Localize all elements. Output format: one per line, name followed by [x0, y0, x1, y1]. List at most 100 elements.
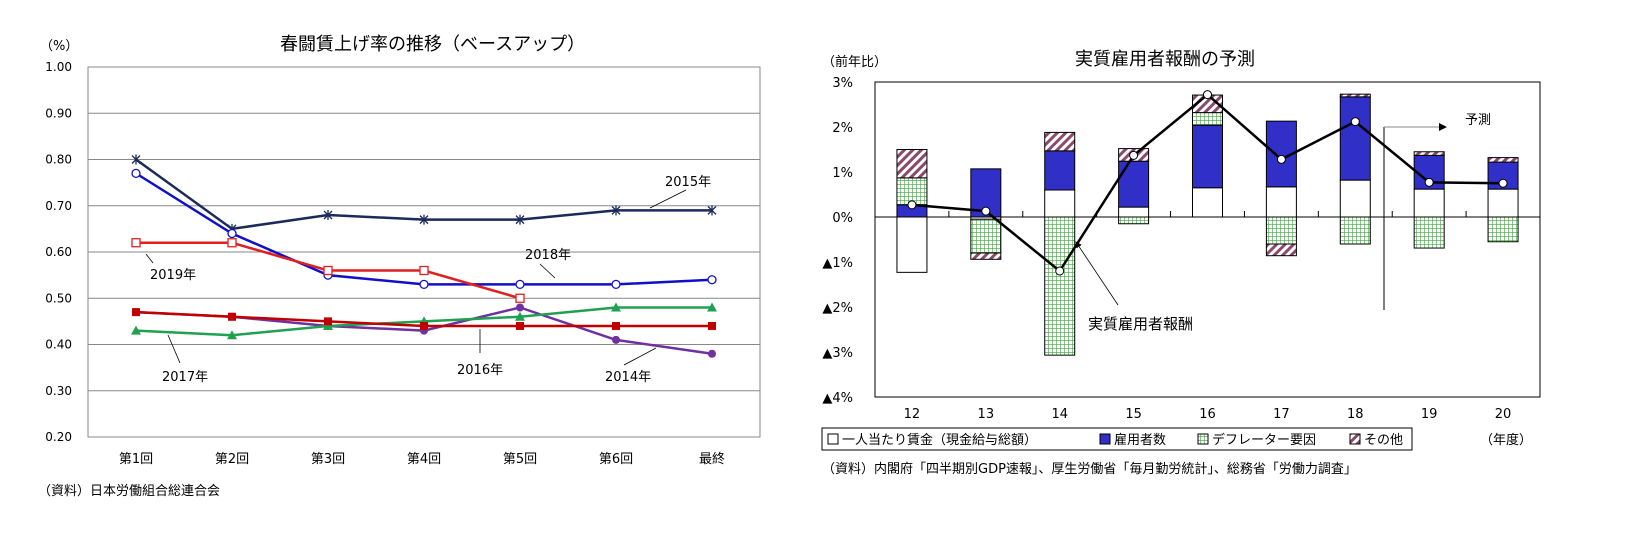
real-compensation-point	[981, 206, 991, 216]
data-point-square	[515, 293, 525, 303]
real-compensation-point	[1424, 177, 1434, 187]
data-point-square	[708, 322, 716, 330]
right-x-tick-label: 15	[1125, 407, 1142, 422]
left-y-tick-label: 0.80	[45, 153, 72, 167]
data-point-circle	[227, 228, 237, 239]
data-point-square	[419, 265, 429, 276]
series-label-5: 2016年	[457, 363, 503, 378]
series-label-1: 2018年	[525, 248, 571, 263]
right-y-tick-label: ▲2%	[822, 301, 853, 316]
data-point-square	[324, 317, 332, 326]
right-y-tick-label: ▲1%	[822, 256, 853, 271]
right-x-axis-label: （年度）	[1480, 432, 1532, 448]
annotation-arrow	[1075, 241, 1119, 306]
data-point-triangle	[515, 311, 525, 321]
data-point-star	[611, 205, 621, 216]
left-y-tick-label: 1.00	[45, 60, 72, 74]
left-chart-title: 春闘賃上げ率の推移（ベースアップ）	[280, 34, 585, 55]
bar-segment-0	[896, 216, 928, 273]
left-y-tick-label: 0.90	[45, 106, 72, 120]
bar-segment-2	[1339, 216, 1371, 245]
bar-segment-3	[1487, 157, 1519, 163]
leader-line	[539, 263, 556, 279]
data-point-circle	[612, 335, 620, 344]
left-plot-area	[87, 66, 761, 438]
right-y-tick-label: ▲3%	[822, 346, 853, 361]
right-y-tick-label: 1%	[832, 166, 853, 181]
left-y-tick-label: 0.20	[45, 430, 72, 444]
leader-line	[649, 189, 687, 209]
bar-segment-0	[1413, 188, 1445, 218]
right-x-tick-label: 13	[978, 407, 995, 422]
data-point-triangle	[227, 330, 237, 340]
data-point-circle	[515, 279, 525, 290]
right-y-tick-label: 0%	[832, 211, 853, 226]
legend-label-0: 一人当たり賃金（現金給与総額）	[842, 432, 1037, 448]
bar-segment-3	[1413, 151, 1445, 156]
bar-segment-2	[1044, 216, 1076, 356]
series-label-0: 2015年	[665, 175, 711, 190]
legend-label-1: 雇用者数	[1114, 432, 1166, 448]
bar-segment-2	[1118, 216, 1150, 225]
data-point-square	[612, 322, 620, 330]
data-point-square	[132, 308, 140, 317]
data-point-square	[516, 322, 524, 330]
bar-segment-1	[1118, 160, 1150, 208]
series-label-2: 2019年	[150, 268, 196, 283]
bar-segment-0	[1118, 206, 1150, 218]
data-point-square	[323, 265, 333, 276]
bar-segment-2	[1487, 216, 1519, 243]
left-y-tick-label: 0.50	[45, 291, 72, 305]
data-point-circle	[707, 275, 717, 285]
data-point-triangle	[131, 325, 141, 335]
left-y-tick-label: 0.40	[45, 338, 72, 352]
left-x-tick-label: 第4回	[407, 452, 441, 467]
series-label-4: 2017年	[162, 370, 208, 385]
bar-segment-2	[1265, 216, 1297, 245]
real-compensation-point	[1498, 178, 1508, 188]
real-compensation-point	[1129, 150, 1139, 160]
right-x-tick-label: 14	[1051, 407, 1068, 422]
bar-segment-0	[1339, 179, 1371, 218]
leader-line	[167, 334, 181, 364]
legend-swatch-0	[827, 433, 839, 445]
left-x-tick-label: 第1回	[119, 452, 153, 467]
leader-line	[145, 253, 154, 264]
series-label-3: 2014年	[605, 370, 651, 385]
left-x-tick-label: 第6回	[599, 452, 633, 467]
data-point-circle	[516, 303, 524, 312]
bar-segment-0	[1487, 188, 1519, 218]
right-x-tick-label: 20	[1495, 407, 1512, 422]
data-point-star	[323, 210, 333, 220]
real-compensation-point	[1276, 154, 1286, 164]
legend-swatch-1	[1099, 433, 1111, 445]
right-y-tick-label: 2%	[832, 121, 853, 136]
forecast-label: 予測	[1465, 113, 1491, 128]
left-x-tick-label: 第2回	[215, 452, 249, 467]
data-point-circle	[708, 349, 716, 358]
real-compensation-point	[1203, 90, 1212, 100]
bar-segment-1	[1192, 124, 1223, 189]
data-point-square	[227, 238, 237, 248]
right-x-tick-label: 17	[1273, 407, 1290, 422]
bar-segment-0	[1044, 189, 1076, 218]
right-y-axis-label: （前年比）	[822, 54, 887, 70]
left-source-note: （資料）日本労働組合総連合会	[38, 484, 220, 499]
bar-segment-2	[1413, 216, 1445, 249]
legend-swatch-2	[1197, 433, 1209, 445]
left-y-tick-label: 0.30	[45, 384, 72, 398]
right-y-tick-label: 3%	[832, 76, 853, 91]
right-chart-title: 実質雇用者報酬の予測	[1075, 49, 1255, 70]
data-point-star	[131, 154, 141, 165]
right-source-note: （資料）内閣府「四半期別GDP速報」、厚生労働省「毎月勤労統計」、総務省「労働力…	[822, 461, 1357, 477]
bar-segment-3	[1339, 93, 1371, 98]
bar-segment-2	[1192, 112, 1223, 126]
bar-segment-1	[1044, 150, 1076, 191]
data-point-triangle	[707, 302, 717, 312]
legend-swatch-3	[1349, 433, 1361, 445]
right-x-tick-label: 19	[1421, 407, 1438, 422]
left-y-tick-label: 0.70	[45, 199, 72, 213]
data-point-circle	[131, 168, 141, 179]
data-point-square	[420, 322, 428, 330]
bar-segment-3	[970, 252, 1002, 260]
